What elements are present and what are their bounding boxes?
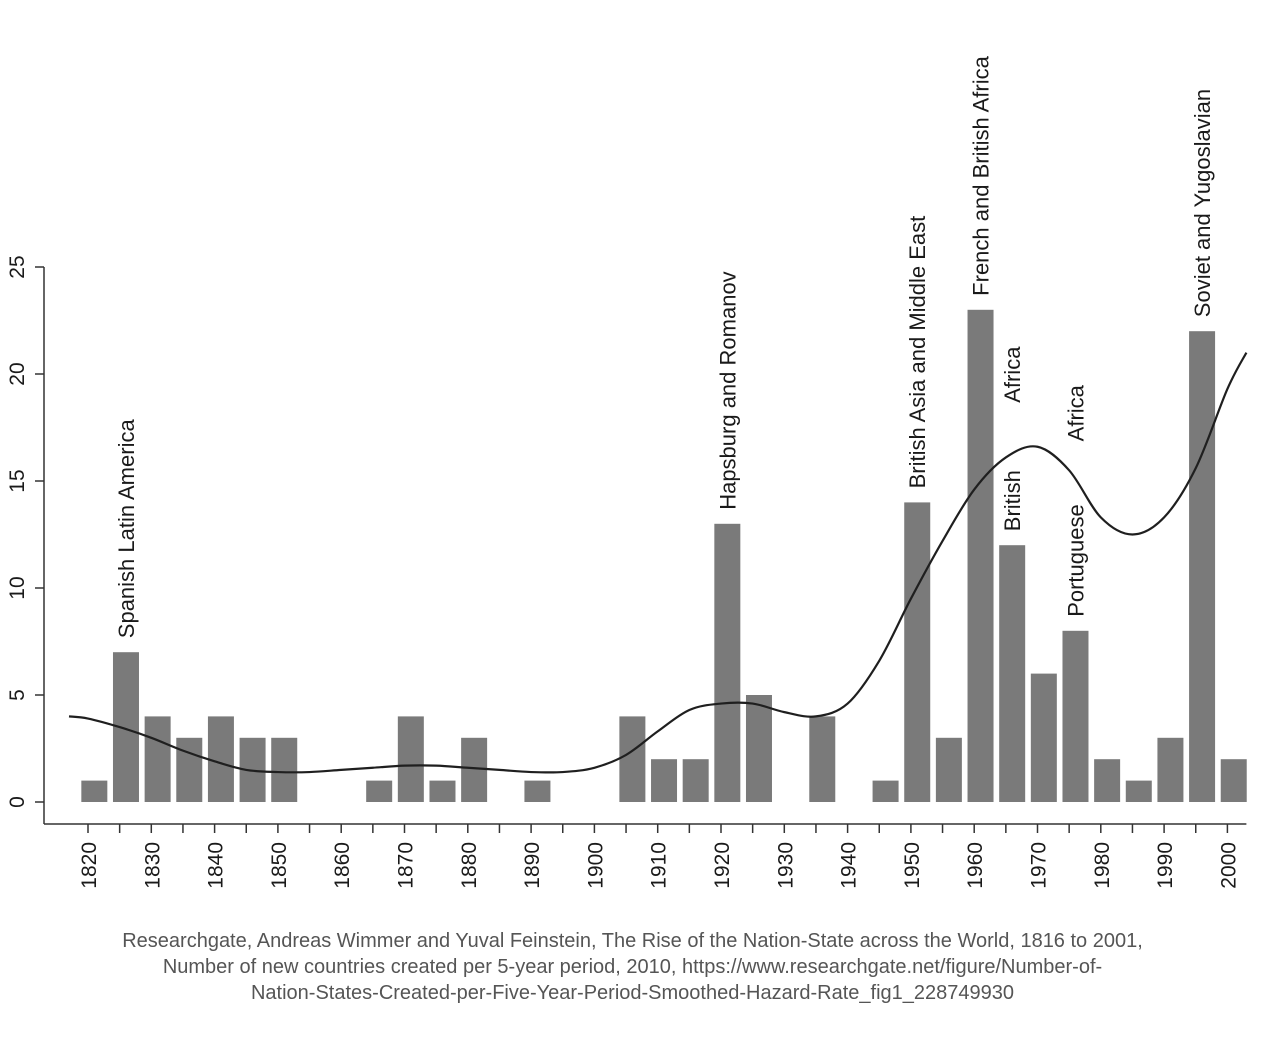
y-tick-label: 15 bbox=[6, 469, 29, 492]
x-tick-label: 1840 bbox=[205, 842, 228, 889]
x-tick-label: 1830 bbox=[141, 842, 164, 889]
x-tick-label: 1980 bbox=[1091, 842, 1114, 889]
bar bbox=[1157, 737, 1184, 802]
x-tick-label: 1880 bbox=[458, 842, 481, 889]
smoothed-line bbox=[68, 352, 1248, 774]
x-tick-label: 1990 bbox=[1154, 842, 1177, 889]
bar bbox=[872, 780, 899, 802]
y-tick-label: 0 bbox=[6, 796, 29, 808]
bar bbox=[1125, 780, 1152, 802]
figure-caption: Researchgate, Andreas Wimmer and Yuval F… bbox=[0, 928, 1265, 1006]
annotation-label: Africa bbox=[1063, 384, 1088, 441]
x-tick-label: 1910 bbox=[648, 842, 671, 889]
x-tick-label: 1940 bbox=[838, 842, 861, 889]
annotation-label: Hapsburg and Romanov bbox=[715, 271, 740, 509]
x-tick-label: 1900 bbox=[584, 842, 607, 889]
bar bbox=[1220, 759, 1247, 802]
bar bbox=[429, 780, 456, 802]
bar bbox=[1189, 331, 1216, 802]
bar bbox=[745, 695, 772, 802]
bar-series bbox=[81, 309, 1247, 802]
caption-line-3: Nation-States-Created-per-Five-Year-Peri… bbox=[250, 982, 1014, 1004]
x-tick-label: 1970 bbox=[1028, 842, 1051, 889]
bar bbox=[904, 502, 931, 802]
bar bbox=[714, 523, 741, 802]
bar bbox=[682, 759, 709, 802]
y-tick-label: 20 bbox=[6, 362, 29, 385]
annotation-label: Spanish Latin America bbox=[114, 419, 139, 639]
x-tick-label: 1860 bbox=[331, 842, 354, 889]
x-tick-label: 1820 bbox=[78, 842, 101, 889]
bar bbox=[144, 716, 171, 802]
caption-line-1: Researchgate, Andreas Wimmer and Yuval F… bbox=[122, 930, 1143, 952]
bar bbox=[1094, 759, 1121, 802]
annotation-label: Africa bbox=[1000, 346, 1025, 403]
bar-annotations: Spanish Latin America Hapsburg and Romano… bbox=[114, 55, 1215, 638]
bar bbox=[81, 780, 108, 802]
annotation-label: British bbox=[1000, 470, 1025, 531]
y-tick-label: 25 bbox=[6, 255, 29, 278]
annotation-label: Soviet and Yugoslavian bbox=[1190, 89, 1215, 317]
x-tick-label: 1920 bbox=[711, 842, 734, 889]
bar bbox=[651, 759, 678, 802]
annotation-label: French and British Africa bbox=[969, 55, 994, 295]
bar-chart: 0 5 10 15 20 25 1820 1830 1840 1850 1860 1870 1880 18… bbox=[6, 55, 1248, 889]
bar bbox=[967, 309, 994, 802]
x-tick-label: 1850 bbox=[268, 842, 291, 889]
x-tick-label: 2000 bbox=[1217, 842, 1240, 889]
x-tick-label: 1960 bbox=[964, 842, 987, 889]
bar bbox=[619, 716, 646, 802]
bar bbox=[397, 716, 424, 802]
caption-line-2: Number of new countries created per 5-ye… bbox=[162, 956, 1103, 978]
bar bbox=[271, 737, 298, 802]
bar bbox=[935, 737, 962, 802]
annotation-label: British Asia and Middle East bbox=[905, 216, 930, 489]
bar bbox=[207, 716, 234, 802]
x-tick-label: 1890 bbox=[521, 842, 544, 889]
y-tick-label: 10 bbox=[6, 576, 29, 599]
chart-axes: 0 5 10 15 20 25 1820 1830 1840 1850 1860 1870 1880 18… bbox=[6, 255, 1247, 889]
bar bbox=[461, 737, 488, 802]
bar bbox=[999, 545, 1026, 802]
x-tick-label: 1930 bbox=[774, 842, 797, 889]
bar bbox=[366, 780, 393, 802]
x-tick-label: 1870 bbox=[395, 842, 418, 889]
bar bbox=[809, 716, 836, 802]
y-tick-label: 5 bbox=[6, 689, 29, 701]
smoothed-hazard-line bbox=[68, 352, 1248, 774]
bar bbox=[1030, 673, 1057, 802]
bar bbox=[1062, 630, 1089, 802]
annotation-label: Portuguese bbox=[1063, 504, 1088, 617]
bar bbox=[524, 780, 551, 802]
bar bbox=[176, 737, 203, 802]
x-tick-label: 1950 bbox=[901, 842, 924, 889]
